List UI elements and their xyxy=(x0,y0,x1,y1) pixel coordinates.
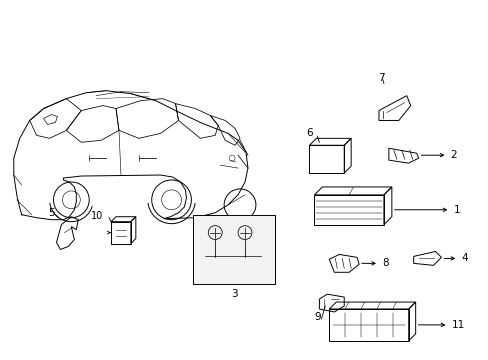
Bar xyxy=(193,215,274,284)
Text: 3: 3 xyxy=(230,289,237,299)
Text: 9: 9 xyxy=(313,312,320,322)
Text: 11: 11 xyxy=(450,320,464,330)
Text: 1: 1 xyxy=(452,205,459,215)
Text: 4: 4 xyxy=(460,253,467,264)
Text: 5: 5 xyxy=(48,208,55,218)
Text: 10: 10 xyxy=(91,211,103,221)
Text: 8: 8 xyxy=(381,258,388,268)
Text: 7: 7 xyxy=(377,73,384,83)
Text: 6: 6 xyxy=(305,129,312,138)
Text: 2: 2 xyxy=(449,150,456,160)
